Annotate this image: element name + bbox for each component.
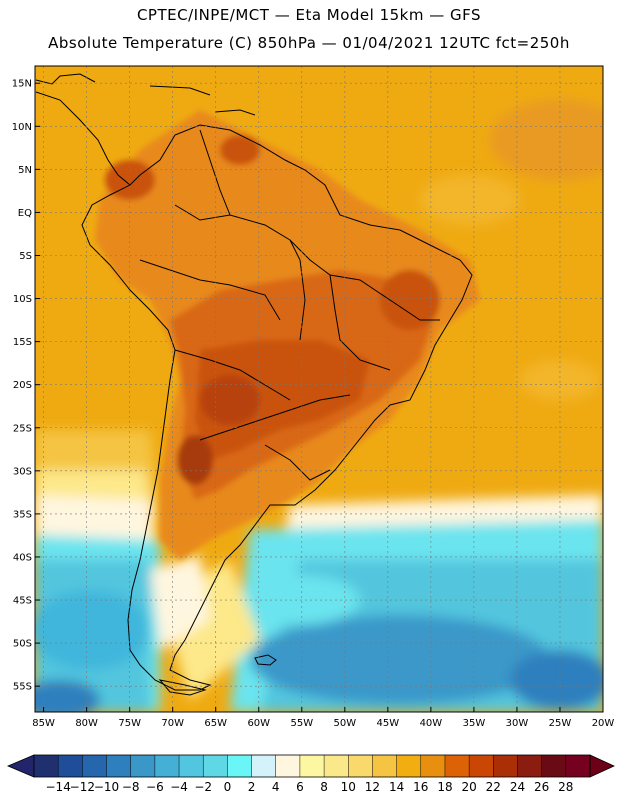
colorbar-label: −6: [146, 780, 164, 794]
colorbar-swatch: [541, 755, 567, 777]
lon-label: 50W: [334, 718, 357, 729]
colorbar-frame: [33, 754, 591, 778]
lon-label: 45W: [377, 718, 400, 729]
colorbar-swatch: [58, 755, 83, 777]
colorbar-swatch: [565, 755, 591, 777]
colorbar-label: −10: [94, 780, 119, 794]
colorbar-swatch: [154, 755, 180, 777]
colorbar-swatch: [34, 755, 59, 777]
lat-label: 50S: [13, 639, 32, 650]
colorbar-swatch: [82, 755, 107, 777]
lon-label: 40W: [420, 718, 443, 729]
colorbar-label: 4: [272, 780, 280, 794]
colorbar-label: 20: [461, 780, 476, 794]
colorbar-label: 2: [248, 780, 256, 794]
colorbar-label: 6: [296, 780, 304, 794]
colorbar-swatch: [106, 755, 131, 777]
colorbar-label: 28: [558, 780, 573, 794]
colorbar-label: 26: [534, 780, 549, 794]
title-line-1: CPTEC/INPE/MCT — Eta Model 15km — GFS: [136, 6, 482, 24]
colorbar-label: 0: [224, 780, 232, 794]
colorbar-label: 18: [437, 780, 452, 794]
colorbar-label: −2: [194, 780, 212, 794]
colorbar-low-arrow: [6, 754, 35, 778]
lat-label: 45S: [13, 596, 32, 607]
colorbar-label: 12: [365, 780, 380, 794]
lat-label: 40S: [13, 552, 32, 563]
colorbar-label: 24: [510, 780, 525, 794]
lon-label: 70W: [161, 718, 184, 729]
colorbar-swatch: [444, 755, 470, 777]
lat-label: 15N: [12, 79, 32, 90]
lat-label: 55S: [13, 682, 32, 693]
colorbar-swatch: [251, 755, 277, 777]
lon-label: 25W: [549, 718, 572, 729]
colorbar-label: −8: [122, 780, 140, 794]
colorbar-swatch: [396, 755, 422, 777]
lon-label: 75W: [118, 718, 141, 729]
lat-label: 20S: [13, 380, 32, 391]
colorbar-label: −14: [46, 780, 71, 794]
lon-label: 55W: [290, 718, 313, 729]
colorbar-label: −12: [70, 780, 95, 794]
lat-label: 5S: [19, 251, 32, 262]
colorbar-label: −4: [170, 780, 188, 794]
lat-label: 5N: [18, 165, 32, 176]
colorbar-swatch: [493, 755, 518, 777]
lat-label: 35S: [13, 509, 32, 520]
lat-label: 25S: [13, 423, 32, 434]
title-line-2: Absolute Temperature (C) 850hPa — 01/04/…: [48, 34, 570, 52]
colorbar-swatch: [299, 755, 325, 777]
colorbar: −14−12−10 −8 −6 −4 −2 0 2 4 6 8 10 12 14 16 18 20 22 24 26…: [6, 754, 615, 794]
lon-label: 30W: [506, 718, 529, 729]
colorbar-swatch: [130, 755, 156, 777]
lat-label: 10N: [12, 122, 32, 133]
colorbar-swatch: [372, 755, 397, 777]
lat-label: 15S: [13, 337, 32, 348]
colorbar-swatch: [227, 755, 252, 777]
lon-label: 20W: [592, 718, 615, 729]
lon-label: 85W: [32, 718, 55, 729]
map-frame: [34, 65, 604, 713]
colorbar-swatch: [179, 755, 204, 777]
lat-label: EQ: [18, 208, 32, 219]
lon-label: 80W: [75, 718, 98, 729]
lon-label: 60W: [247, 718, 270, 729]
colorbar-high-arrow: [589, 754, 615, 778]
colorbar-label: 10: [341, 780, 356, 794]
colorbar-swatch: [469, 755, 494, 777]
temperature-field: [35, 66, 603, 712]
colorbar-swatch: [203, 755, 228, 777]
colorbar-swatch: [275, 755, 301, 777]
colorbar-swatch: [348, 755, 373, 777]
lon-label: 35W: [463, 718, 486, 729]
colorbar-swatch: [324, 755, 349, 777]
colorbar-label: 22: [486, 780, 501, 794]
lat-label: 10S: [13, 294, 32, 305]
colorbar-label: 8: [320, 780, 328, 794]
colorbar-swatch: [517, 755, 542, 777]
lat-label: 30S: [13, 466, 32, 477]
colorbar-swatch: [420, 755, 446, 777]
colorbar-label: 16: [413, 780, 428, 794]
coastline: [35, 73, 473, 696]
colorbar-label: 14: [389, 780, 404, 794]
lon-label: 65W: [204, 718, 227, 729]
